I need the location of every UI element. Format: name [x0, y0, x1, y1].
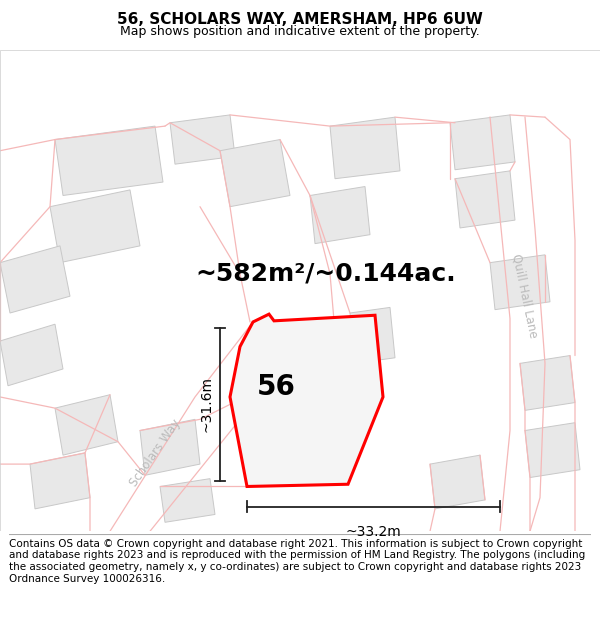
Polygon shape [55, 126, 163, 196]
Polygon shape [140, 419, 200, 475]
Polygon shape [330, 117, 400, 179]
Text: ~31.6m: ~31.6m [200, 376, 214, 432]
Polygon shape [310, 186, 370, 244]
Polygon shape [50, 190, 140, 262]
Text: Map shows position and indicative extent of the property.: Map shows position and indicative extent… [120, 24, 480, 38]
Polygon shape [0, 324, 63, 386]
Text: Quill Hall Lane: Quill Hall Lane [510, 253, 540, 339]
Polygon shape [520, 356, 575, 411]
Polygon shape [220, 139, 290, 207]
Text: 56: 56 [257, 373, 295, 401]
Polygon shape [350, 308, 395, 363]
Polygon shape [455, 171, 515, 228]
Text: ~582m²/~0.144ac.: ~582m²/~0.144ac. [195, 262, 455, 286]
Polygon shape [525, 422, 580, 478]
Polygon shape [450, 115, 515, 170]
Text: Scholars Way: Scholars Way [127, 417, 183, 489]
Polygon shape [230, 314, 383, 486]
Polygon shape [430, 455, 485, 509]
Polygon shape [170, 115, 235, 164]
Polygon shape [160, 479, 215, 522]
Polygon shape [490, 255, 550, 309]
Text: Contains OS data © Crown copyright and database right 2021. This information is : Contains OS data © Crown copyright and d… [9, 539, 585, 584]
Text: ~33.2m: ~33.2m [346, 524, 401, 539]
Polygon shape [30, 453, 90, 509]
Polygon shape [55, 395, 118, 455]
Polygon shape [0, 246, 70, 313]
Text: 56, SCHOLARS WAY, AMERSHAM, HP6 6UW: 56, SCHOLARS WAY, AMERSHAM, HP6 6UW [117, 12, 483, 28]
